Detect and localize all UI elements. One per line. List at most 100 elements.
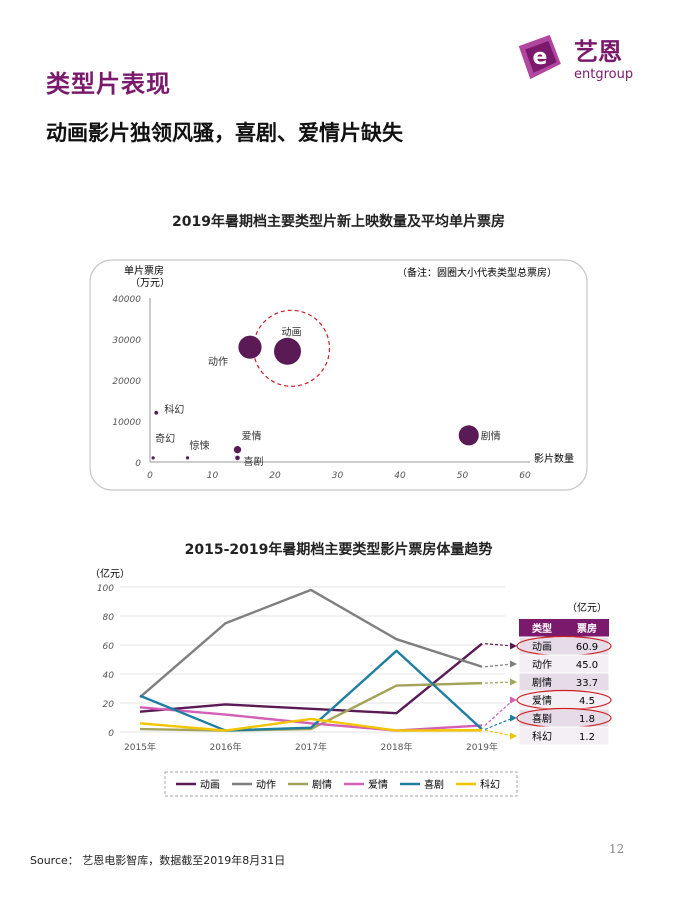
line-ylabel: （亿元） [90, 567, 130, 580]
bubble-point [185, 456, 190, 460]
logo-brand-cn: 艺恩 [574, 38, 622, 66]
table-cell-value: 60.9 [576, 642, 598, 653]
bubble-ytick-label: 40000 [112, 295, 141, 305]
logo-brand-en: entgroup [574, 67, 633, 82]
table-cell-value: 1.8 [579, 714, 595, 725]
table-cell-value: 1.2 [579, 732, 595, 743]
line-xtick-label: 2015年 [124, 741, 156, 753]
bubble-ytick-label: 0 [135, 459, 141, 469]
bubble-xtick-label: 40 [394, 471, 406, 481]
section-title: 类型片表现 [46, 70, 171, 98]
bubble-ytick-label: 30000 [112, 336, 141, 346]
bubble-point-label: 喜剧 [244, 455, 264, 468]
line-xtick-label: 2019年 [466, 741, 498, 753]
callout-arrowhead [510, 678, 517, 686]
callout-arrow [484, 729, 514, 737]
bubble-point [233, 446, 242, 454]
callout-arrow [484, 681, 514, 684]
bubble-xlabel: 影片数量 [534, 452, 574, 465]
bubble-point-label: 爱情 [242, 430, 262, 443]
series-line [139, 681, 483, 732]
callout-arrowhead [510, 642, 517, 650]
line-ytick-label: 20 [103, 700, 115, 710]
table-header-cell: 票房 [577, 622, 597, 635]
series-line [139, 717, 483, 732]
bubble-point [154, 410, 159, 415]
bubble-point-label: 科幻 [164, 403, 184, 416]
bubble-chart-title: 2019年暑期档主要类型片新上映数量及平均单片票房 [172, 214, 505, 230]
bubble-xtick-label: 30 [332, 471, 344, 481]
headline: 动画影片独领风骚，喜剧、爱情片缺失 [46, 121, 403, 145]
bubble-point-label: 动作 [208, 356, 228, 368]
page-number: 12 [609, 842, 625, 856]
table-cell-type: 科幻 [532, 730, 552, 743]
line-ytick-label: 60 [103, 642, 115, 652]
bubble-xtick-label: 20 [269, 471, 281, 481]
legend-label: 动画 [200, 779, 220, 791]
line-xtick-label: 2018年 [381, 741, 413, 753]
callout-arrowhead [510, 714, 517, 722]
callout-arrow [484, 717, 514, 730]
line-chart-title: 2015-2019年暑期档主要类型影片票房体量趋势 [184, 542, 493, 558]
series-line [139, 706, 483, 732]
legend: 动画 动作 剧情 爱情 喜剧 科幻 [176, 778, 500, 791]
bubble-point-label: 动画 [282, 326, 302, 338]
entgroup-logo: e 艺恩 entgroup [512, 30, 662, 86]
table-cell-type: 动作 [532, 659, 552, 671]
table-cell-type: 爱情 [532, 694, 552, 707]
line-ytick-label: 100 [97, 584, 114, 594]
legend-label: 喜剧 [424, 778, 444, 791]
table-cell-type: 喜剧 [532, 712, 552, 725]
bubble-ytick-label: 10000 [112, 418, 141, 428]
legend-label: 剧情 [312, 778, 332, 791]
table-header-row [519, 619, 609, 637]
series-line [139, 642, 483, 715]
callout-arrowhead [510, 696, 517, 704]
bubble-point-label: 奇幻 [155, 432, 175, 445]
bubble-ytick-label: 20000 [112, 377, 141, 387]
table-header-cell: 类型 [532, 622, 552, 635]
bubble-chart-frame [89, 259, 588, 491]
logo-mark-icon: e [518, 34, 561, 80]
legend-label: 科幻 [480, 778, 500, 791]
bubble-point [458, 425, 479, 446]
callout-arrow [484, 699, 514, 726]
bubble-point [238, 335, 262, 359]
table-row [518, 726, 610, 746]
bubble-ylabel: 单片票房（万元） [124, 264, 170, 289]
table-cell-value: 45.0 [576, 660, 598, 671]
callout-arrowhead [510, 732, 517, 740]
bubble-note: （备注：圆圈大小代表类型总票房） [397, 266, 557, 279]
table-cell-value: 4.5 [579, 696, 595, 707]
bubble-xtick-label: 60 [519, 471, 531, 481]
series-line [139, 649, 483, 732]
legend-label: 动作 [256, 779, 276, 791]
source-note: Source： 艺恩电影智库，数据截至2019年8月31日 [30, 854, 286, 867]
callout-arrow [484, 663, 514, 668]
line-chart: （亿元） 0 20 40 60 80 100 2015年 2016年 2017年 2018年 20… [90, 567, 612, 797]
line-ytick-label: 0 [108, 729, 114, 739]
line-xtick-label: 2016年 [210, 741, 242, 753]
bubble-chart: 单片票房（万元） （备注：圆圈大小代表类型总票房） 01000020000300… [89, 259, 588, 491]
table-cell-type: 剧情 [532, 676, 552, 689]
bubble-xtick-label: 10 [207, 471, 219, 481]
legend-label: 爱情 [368, 778, 388, 791]
bubble-point-label: 剧情 [481, 429, 501, 442]
bubble-point [235, 455, 240, 461]
bubble-point-label: 惊悚 [190, 439, 210, 452]
svg-text:e: e [533, 45, 548, 70]
table-cell-type: 动画 [532, 641, 552, 653]
line-ytick-label: 80 [103, 613, 115, 623]
bubble-xtick-label: 50 [457, 471, 469, 481]
table-unit: （亿元） [567, 601, 607, 614]
bubble-point [151, 456, 155, 460]
bubble-xtick-label: 0 [147, 471, 153, 481]
table-cell-value: 33.7 [576, 678, 598, 689]
line-ytick-label: 40 [103, 671, 115, 681]
bubble-point [274, 337, 301, 365]
callout-arrowhead [510, 660, 517, 668]
legend-frame [164, 771, 518, 797]
series-line [139, 588, 483, 699]
line-xtick-label: 2017年 [295, 741, 327, 753]
